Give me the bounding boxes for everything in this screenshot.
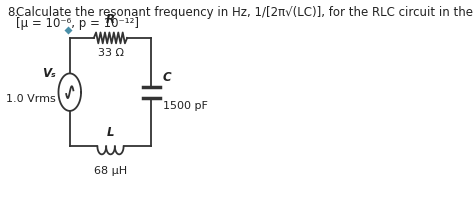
- Text: Calculate the resonant frequency in Hz, 1/[2π√(LC)], for the RLC circuit in the : Calculate the resonant frequency in Hz, …: [16, 6, 474, 19]
- Text: 68 μH: 68 μH: [94, 166, 127, 176]
- Text: Vₛ: Vₛ: [43, 67, 56, 80]
- Text: L: L: [107, 126, 114, 139]
- Text: C: C: [163, 71, 171, 84]
- Text: [μ = 10⁻⁶, p = 10⁻¹²]: [μ = 10⁻⁶, p = 10⁻¹²]: [16, 17, 139, 30]
- Text: 1500 pF: 1500 pF: [163, 101, 208, 111]
- Text: 8.: 8.: [7, 6, 18, 19]
- Text: R: R: [106, 13, 115, 26]
- Text: 33 Ω: 33 Ω: [98, 48, 124, 58]
- Text: 1.0 Vrms: 1.0 Vrms: [6, 94, 56, 104]
